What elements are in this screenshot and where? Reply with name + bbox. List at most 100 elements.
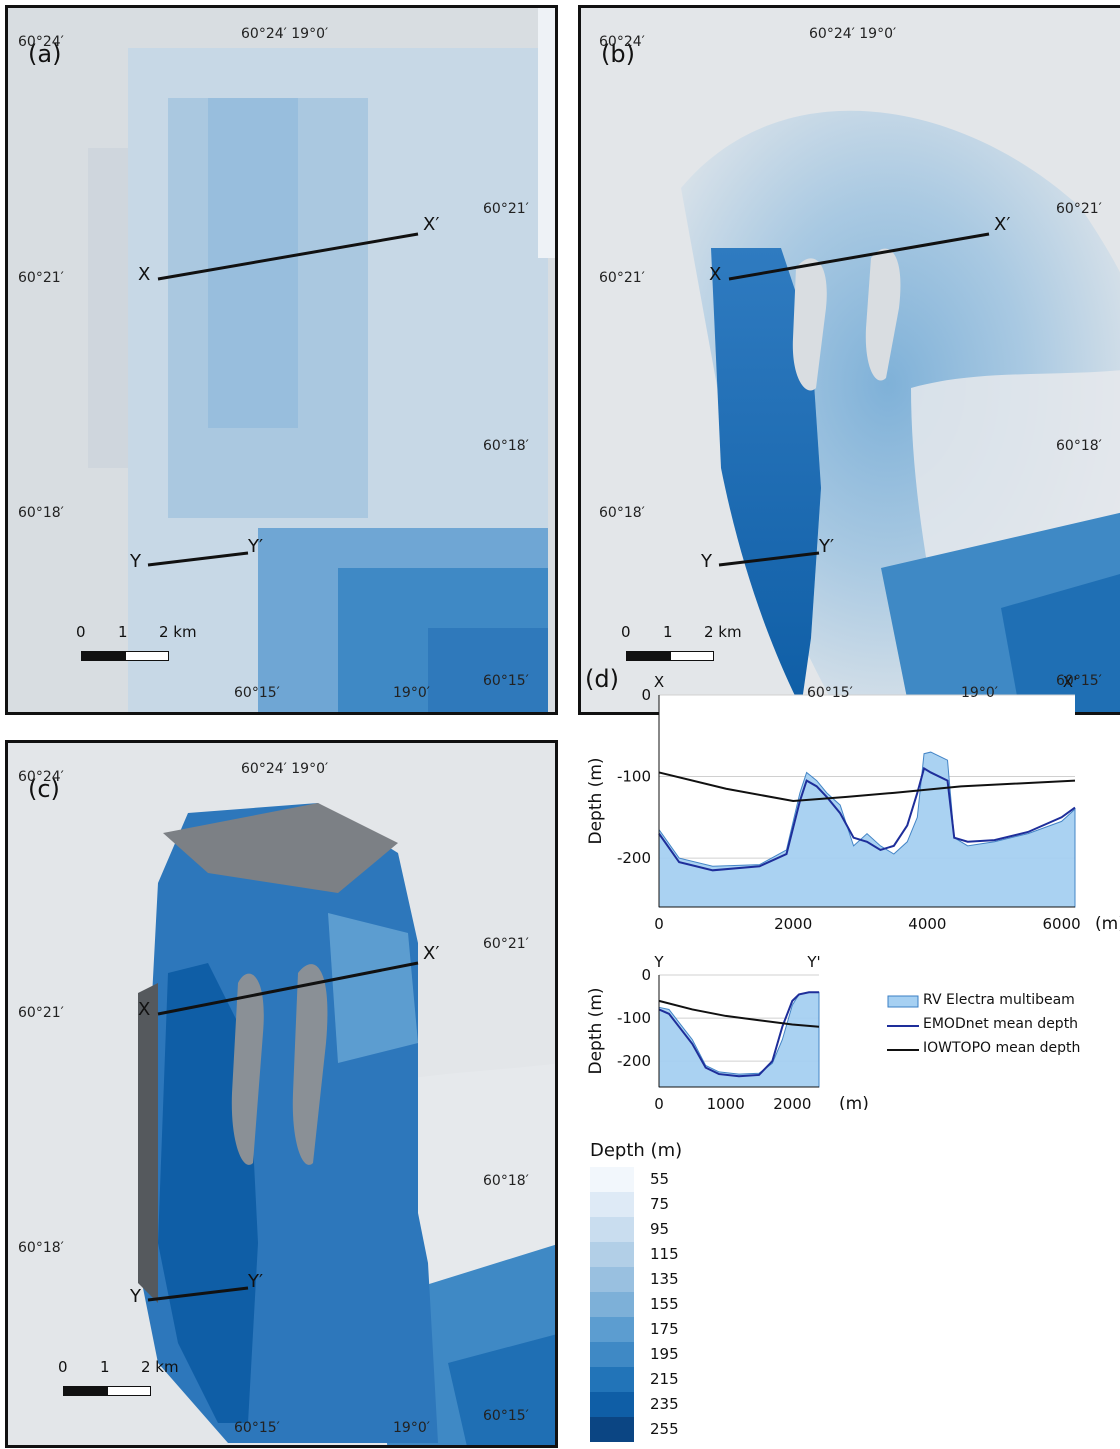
lat-label-lower-right: 60°18′ — [483, 1173, 529, 1189]
y-tick-label: 0 — [641, 686, 651, 704]
x-tick-label: 0 — [654, 915, 664, 933]
profile-lines-c — [147, 961, 419, 1302]
depth-colorbar: Depth (m) 55 75 95 115 135 155 175 195 215 235 255 — [590, 1140, 682, 1442]
colorbar-row: 55 — [590, 1167, 682, 1192]
lat-label-mid-right: 60°21′ — [483, 936, 529, 952]
colorbar-label: 55 — [650, 1170, 670, 1188]
lon-label-top: 60°24′ 19°0′ — [241, 26, 329, 42]
lat-label-top: 60°24′ — [599, 34, 645, 50]
profile-x-prime-label: X′ — [994, 214, 1011, 235]
scale-one: 1 — [100, 1358, 110, 1376]
colorbar-label: 155 — [650, 1295, 679, 1313]
scale-bar-white — [125, 651, 169, 661]
lon-label-top: 60°24′ 19°0′ — [809, 26, 897, 42]
profile-lines-a — [147, 232, 419, 567]
y-tick-label: -200 — [617, 1052, 651, 1070]
series-line-iowtopo — [658, 999, 820, 1028]
legend-label-emodnet: EMODnet mean depth — [923, 1016, 1079, 1032]
panel-a-map: (a) 60°24′ 60°24′ 19°0′ 60°21′ 60°21′ 60… — [5, 5, 558, 715]
profile-y-label: Y — [130, 551, 141, 572]
panel-d-label: (d) — [585, 665, 619, 693]
panel-a-bathymetry — [8, 8, 555, 712]
profile-x-label: X — [138, 999, 151, 1020]
colorbar-swatch — [590, 1417, 634, 1442]
colorbar-row: 175 — [590, 1317, 682, 1342]
colorbar-row: 195 — [590, 1342, 682, 1367]
colorbar-swatch — [590, 1342, 634, 1367]
colorbar-swatch — [590, 1167, 634, 1192]
colorbar-row: 75 — [590, 1192, 682, 1217]
lat-label-lower-right: 60°18′ — [483, 438, 529, 454]
scale-bar-black — [626, 651, 670, 661]
colorbar-rows: 55 75 95 115 135 155 175 195 215 235 255 — [590, 1167, 682, 1442]
colorbar-swatch — [590, 1267, 634, 1292]
y-axis-label: Depth (m) — [586, 757, 606, 844]
lat-label-mid-left: 60°21′ — [599, 270, 645, 286]
colorbar-label: 235 — [650, 1395, 679, 1413]
x-tick-label: 2000 — [773, 1095, 811, 1110]
y-tick-label: 0 — [641, 966, 651, 984]
colorbar-row: 115 — [590, 1242, 682, 1267]
x-tick-label: 2000 — [774, 915, 812, 933]
lat-label-lower-left: 60°18′ — [18, 1240, 64, 1256]
colorbar-label: 175 — [650, 1320, 679, 1338]
lat-label-bottom-right: 60°15′ — [483, 1408, 529, 1424]
x-tick-label: 4000 — [908, 915, 946, 933]
lat-label-bottom-right: 60°15′ — [1056, 673, 1102, 689]
colorbar-label: 115 — [650, 1245, 679, 1263]
x-unit-label: (m) — [1095, 914, 1120, 934]
colorbar-row: 235 — [590, 1392, 682, 1417]
series-line-emodnet — [658, 991, 819, 1078]
lat-label-mid-right: 60°21′ — [483, 201, 529, 217]
colorbar-label: 75 — [650, 1195, 670, 1213]
x-tick-label: 6000 — [1042, 915, 1080, 933]
lon-label-bottom-left: 60°15′ — [234, 1420, 280, 1436]
lat-label-lower-right: 60°18′ — [1056, 438, 1102, 454]
colorbar-swatch — [590, 1217, 634, 1242]
scale-two: 2 km — [141, 1358, 179, 1376]
colorbar-swatch — [590, 1242, 634, 1267]
profile-x-prime-label: X′ — [423, 214, 440, 235]
colorbar-row: 95 — [590, 1217, 682, 1242]
colorbar-row: 155 — [590, 1292, 682, 1317]
scale-zero: 0 — [76, 623, 86, 641]
legend-label-multibeam: RV Electra multibeam — [923, 992, 1075, 1008]
panel-c-map: (c) 60°24′ 60°24′ 19°0′ 60°21′ 60°21′ 60… — [5, 740, 558, 1448]
lat-label-mid-left: 60°21′ — [18, 270, 64, 286]
scale-two: 2 km — [704, 623, 742, 641]
colorbar-label: 215 — [650, 1370, 679, 1388]
lon-label-bottom-right: 19°0′ — [393, 685, 430, 701]
colorbar-row: 255 — [590, 1417, 682, 1442]
profile-y-prime-label: Y′ — [248, 1271, 264, 1292]
lon-label-bottom-right: 19°0′ — [961, 685, 998, 701]
profile-start-label: Y — [653, 953, 664, 971]
profile-lines-b — [718, 232, 990, 567]
lon-label-bottom-right: 19°0′ — [393, 1420, 430, 1436]
lat-label-lower-left: 60°18′ — [18, 505, 64, 521]
legend-swatch-iowtopo — [887, 1049, 919, 1051]
legend-label-iowtopo: IOWTOPO mean depth — [923, 1040, 1081, 1056]
colorbar-label: 135 — [650, 1270, 679, 1288]
profile-x-prime-label: X′ — [423, 943, 440, 964]
lat-label-top: 60°24′ — [18, 34, 64, 50]
scale-zero: 0 — [621, 623, 631, 641]
y-tick-label: -200 — [617, 849, 651, 867]
lat-label-top: 60°24′ — [18, 769, 64, 785]
colorbar-swatch — [590, 1367, 634, 1392]
profile-end-label: Y' — [806, 953, 820, 971]
scale-zero: 0 — [58, 1358, 68, 1376]
lat-label-mid-left: 60°21′ — [18, 1005, 64, 1021]
series-area-multibeam — [658, 751, 1076, 908]
colorbar-swatch — [590, 1192, 634, 1217]
panel-b-bathymetry — [581, 8, 1120, 712]
y-axis-label: Depth (m) — [586, 987, 606, 1074]
profile-y-prime-label: Y′ — [819, 536, 835, 557]
lat-label-mid-right: 60°21′ — [1056, 201, 1102, 217]
scale-two: 2 km — [159, 623, 197, 641]
colorbar-row: 135 — [590, 1267, 682, 1292]
profile-x-label: X — [709, 264, 722, 285]
panel-b-label: (b) — [601, 40, 635, 68]
series-line-iowtopo — [658, 771, 1076, 803]
y-tick-label: -100 — [617, 768, 651, 786]
panel-c-label: (c) — [28, 775, 60, 803]
